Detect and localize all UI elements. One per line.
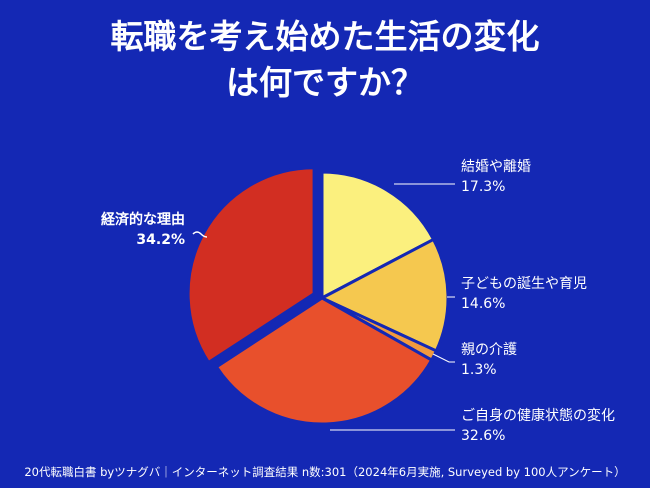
- slice-value-label: 14.6%: [461, 296, 505, 312]
- leader-line: [192, 231, 208, 238]
- source-footer: 20代転職白書 byツナグバ｜インターネット調査結果 n数:301（2024年6…: [24, 465, 626, 479]
- chart-title: 転職を考え始めた生活の変化 は何ですか？: [0, 14, 650, 106]
- slice-value-label: 17.3%: [461, 179, 505, 195]
- slice-value-label: 32.6%: [461, 428, 505, 444]
- slice-label: 経済的な理由: [101, 211, 185, 228]
- pie-slice: [186, 166, 316, 365]
- pie-slice: [320, 237, 450, 353]
- slice-label: 子どもの誕生や育児: [461, 276, 587, 292]
- slice-label: 結婚や離婚: [461, 158, 531, 175]
- slice-value-label: 1.3%: [461, 362, 497, 378]
- leader-line: [432, 353, 455, 363]
- pie-slice: [320, 170, 436, 300]
- chart-title-line-2: は何ですか？: [226, 63, 424, 102]
- slice-label: ご自身の健康状態の変化: [461, 407, 615, 424]
- slice-value-label: 34.2%: [136, 232, 185, 248]
- slice-label: 親の介護: [461, 342, 517, 358]
- pie-slice: [214, 296, 434, 426]
- chart-title-line-1: 転職を考え始めた生活の変化: [110, 17, 540, 56]
